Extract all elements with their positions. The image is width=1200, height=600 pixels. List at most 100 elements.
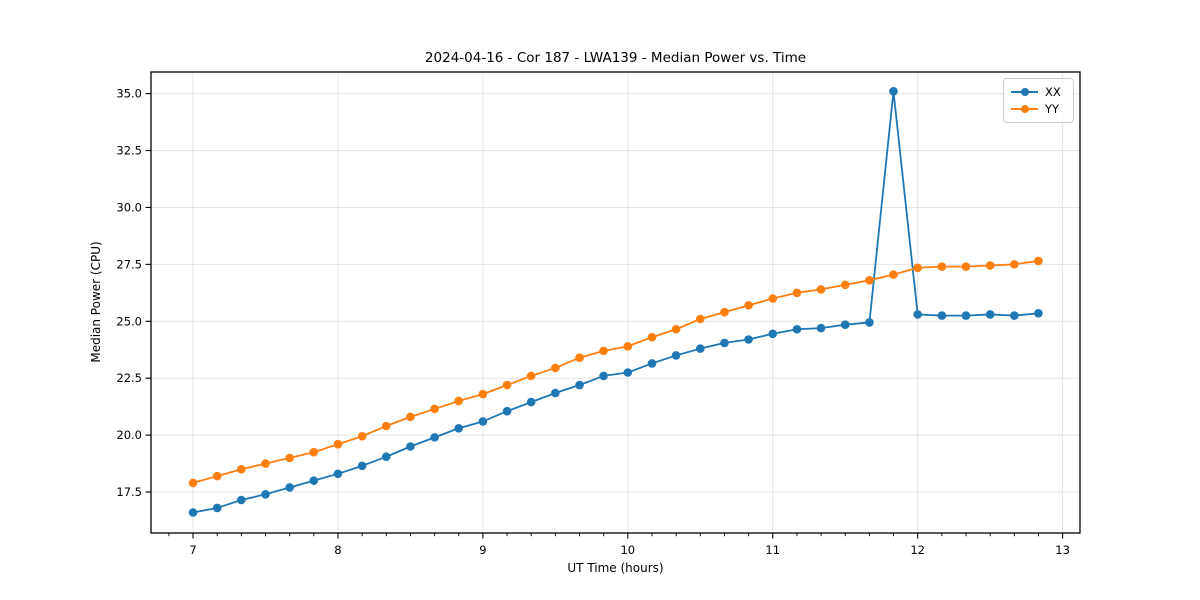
- legend-label-yy: YY: [1045, 102, 1060, 117]
- data-point-xx: [526, 397, 536, 407]
- data-point-yy: [744, 301, 753, 310]
- data-point-yy: [381, 421, 391, 431]
- data-point-xx: [865, 318, 874, 327]
- legend-line-marker-yy: [1011, 104, 1038, 114]
- legend-dot-yy: [1020, 105, 1029, 114]
- data-point-xx: [551, 388, 560, 398]
- data-point-yy: [889, 270, 898, 279]
- data-point-yy: [236, 464, 246, 474]
- y-tick-label: 22.5: [116, 371, 142, 385]
- data-point-xx: [961, 311, 971, 320]
- data-point-yy: [406, 412, 415, 422]
- data-point-yy: [357, 431, 367, 441]
- data-point-xx: [575, 380, 584, 390]
- data-point-yy: [1034, 256, 1043, 266]
- data-point-xx: [478, 417, 488, 426]
- data-point-yy: [551, 363, 560, 373]
- y-tick-label: 30.0: [116, 200, 142, 214]
- data-point-xx: [357, 461, 367, 471]
- data-point-xx: [816, 323, 826, 333]
- data-point-yy: [695, 314, 705, 324]
- data-point-yy: [792, 288, 802, 298]
- y-tick-label: 17.5: [116, 485, 142, 499]
- x-tick-label: 11: [765, 543, 780, 557]
- data-point-yy: [599, 346, 608, 356]
- data-point-yy: [768, 294, 778, 303]
- y-tick-label: 25.0: [116, 314, 142, 328]
- data-point-xx: [599, 371, 608, 381]
- data-point-yy: [333, 439, 343, 449]
- series-line-yy: [192, 260, 1039, 484]
- data-point-xx: [212, 503, 222, 513]
- data-point-yy: [575, 353, 584, 363]
- data-point-xx: [937, 311, 947, 320]
- x-tick-label: 12: [910, 543, 925, 557]
- data-point-yy: [502, 380, 512, 390]
- data-point-xx: [381, 452, 391, 462]
- data-point-yy: [671, 324, 681, 334]
- legend-item-yy: YY: [1011, 102, 1066, 116]
- data-point-xx: [647, 359, 657, 368]
- data-point-xx: [985, 310, 995, 319]
- data-point-yy: [816, 285, 826, 294]
- data-point-xx: [502, 406, 512, 416]
- x-tick-label: 13: [1055, 543, 1070, 557]
- data-point-xx: [454, 423, 463, 433]
- data-point-yy: [526, 371, 536, 381]
- data-point-yy: [961, 262, 971, 271]
- data-point-xx: [188, 508, 198, 517]
- data-point-xx: [309, 476, 319, 485]
- y-tick-label: 35.0: [116, 87, 142, 101]
- data-point-yy: [623, 342, 633, 351]
- x-tick-label: 7: [189, 543, 196, 557]
- data-point-xx: [768, 329, 778, 339]
- data-point-yy: [212, 471, 222, 481]
- legend-dot-xx: [1020, 87, 1029, 96]
- data-point-xx: [913, 310, 922, 319]
- data-point-yy: [913, 263, 922, 273]
- data-point-yy: [478, 389, 488, 399]
- data-point-yy: [1010, 260, 1019, 269]
- x-tick-label: 8: [334, 543, 341, 557]
- y-tick-label: 20.0: [116, 428, 142, 442]
- data-point-yy: [188, 478, 198, 488]
- data-point-xx: [744, 335, 753, 344]
- chart-title: 2024-04-16 - Cor 187 - LWA139 - Median P…: [424, 50, 807, 66]
- y-axis-label: Median Power (CPU): [89, 241, 103, 363]
- data-point-yy: [454, 396, 463, 406]
- data-point-yy: [840, 280, 850, 290]
- data-point-yy: [865, 276, 874, 285]
- legend-item-xx: XX: [1011, 85, 1066, 99]
- data-point-xx: [792, 324, 802, 334]
- x-tick-label: 9: [479, 543, 486, 557]
- data-point-xx: [285, 483, 294, 492]
- data-point-xx: [236, 495, 246, 505]
- x-tick-label: 10: [620, 543, 635, 557]
- legend-label-xx: XX: [1045, 84, 1061, 99]
- data-point-xx: [406, 442, 415, 451]
- legend: XX YY: [1003, 78, 1074, 123]
- data-point-xx: [430, 433, 439, 442]
- data-point-xx: [720, 338, 729, 348]
- data-point-xx: [840, 320, 850, 329]
- data-point-yy: [261, 459, 270, 468]
- data-point-xx: [1010, 311, 1019, 320]
- data-point-xx: [333, 469, 343, 479]
- data-point-xx: [623, 368, 633, 377]
- data-point-yy: [309, 447, 319, 457]
- data-point-yy: [430, 404, 439, 414]
- data-point-xx: [889, 87, 898, 96]
- data-point-yy: [647, 332, 657, 342]
- data-point-yy: [985, 261, 995, 270]
- data-point-yy: [285, 453, 294, 463]
- x-axis-label: UT Time (hours): [567, 561, 664, 575]
- data-point-yy: [720, 307, 729, 317]
- data-point-xx: [695, 344, 705, 353]
- axes-spines: [150, 71, 1081, 534]
- y-tick-label: 32.5: [116, 144, 142, 158]
- data-point-yy: [937, 262, 947, 271]
- data-point-xx: [671, 351, 681, 360]
- legend-line-marker-xx: [1011, 87, 1038, 97]
